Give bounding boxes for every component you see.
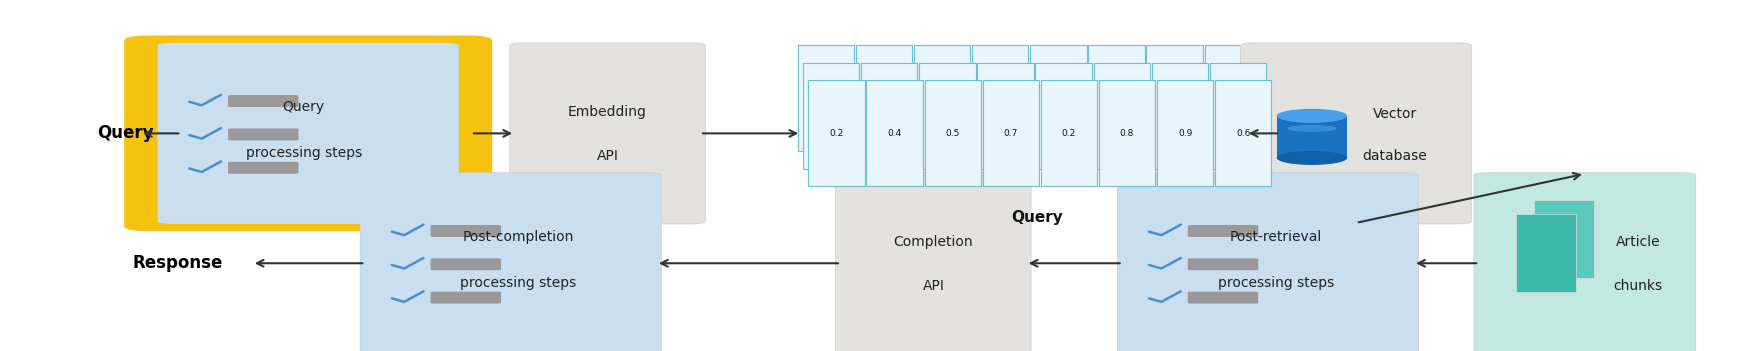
FancyBboxPatch shape <box>227 162 298 174</box>
FancyBboxPatch shape <box>977 63 1034 169</box>
Text: 0.8: 0.8 <box>1120 129 1134 138</box>
Text: Embedding: Embedding <box>569 105 646 119</box>
FancyBboxPatch shape <box>1187 292 1257 304</box>
FancyBboxPatch shape <box>1035 63 1092 169</box>
Text: 0.9: 0.9 <box>1178 129 1192 138</box>
Polygon shape <box>1277 116 1347 158</box>
FancyBboxPatch shape <box>861 63 917 169</box>
FancyBboxPatch shape <box>1242 43 1472 224</box>
Text: 0.4: 0.4 <box>824 111 838 120</box>
Text: API: API <box>597 149 618 163</box>
FancyBboxPatch shape <box>158 43 458 224</box>
Text: 0.1: 0.1 <box>1226 94 1240 103</box>
Text: 0.4: 0.4 <box>888 129 902 138</box>
FancyBboxPatch shape <box>1516 214 1576 292</box>
FancyBboxPatch shape <box>866 80 923 186</box>
Text: 0.1: 0.1 <box>1115 111 1129 120</box>
Text: 0.6: 0.6 <box>1236 129 1250 138</box>
Text: Post-retrieval: Post-retrieval <box>1229 230 1323 244</box>
FancyBboxPatch shape <box>1088 45 1145 151</box>
Text: 0.5: 0.5 <box>935 94 949 103</box>
Text: 0.1: 0.1 <box>819 94 833 103</box>
FancyBboxPatch shape <box>1205 45 1261 151</box>
FancyBboxPatch shape <box>1534 200 1594 278</box>
FancyBboxPatch shape <box>1157 80 1213 186</box>
FancyBboxPatch shape <box>925 80 981 186</box>
Text: API: API <box>923 279 944 293</box>
FancyBboxPatch shape <box>227 128 298 140</box>
Text: Query: Query <box>284 100 324 114</box>
Text: Query: Query <box>97 124 153 143</box>
Ellipse shape <box>1287 125 1337 132</box>
Text: Query: Query <box>1011 210 1064 225</box>
FancyBboxPatch shape <box>123 35 491 231</box>
FancyBboxPatch shape <box>914 45 970 151</box>
FancyBboxPatch shape <box>430 225 500 237</box>
FancyBboxPatch shape <box>1116 173 1418 351</box>
FancyBboxPatch shape <box>1210 63 1266 169</box>
FancyBboxPatch shape <box>430 258 500 270</box>
Text: 0.5: 0.5 <box>946 129 960 138</box>
Ellipse shape <box>1277 151 1347 165</box>
FancyBboxPatch shape <box>1187 225 1257 237</box>
FancyBboxPatch shape <box>359 173 660 351</box>
FancyBboxPatch shape <box>1030 45 1087 151</box>
Text: Response: Response <box>132 254 222 272</box>
Text: processing steps: processing steps <box>1217 276 1335 290</box>
FancyBboxPatch shape <box>836 173 1032 351</box>
Text: Completion: Completion <box>893 235 974 249</box>
Text: 0.2: 0.2 <box>998 111 1013 120</box>
FancyBboxPatch shape <box>1099 80 1155 186</box>
FancyBboxPatch shape <box>227 95 298 107</box>
Text: Article: Article <box>1615 235 1661 249</box>
FancyBboxPatch shape <box>919 63 976 169</box>
FancyBboxPatch shape <box>856 45 912 151</box>
FancyBboxPatch shape <box>972 45 1028 151</box>
FancyBboxPatch shape <box>430 292 500 304</box>
Text: Vector: Vector <box>1372 107 1418 121</box>
Text: Post-completion: Post-completion <box>463 230 574 244</box>
Text: 0.8: 0.8 <box>877 94 891 103</box>
FancyBboxPatch shape <box>1146 45 1203 151</box>
Text: 0.6: 0.6 <box>993 94 1007 103</box>
Text: 0.2: 0.2 <box>1062 129 1076 138</box>
Text: 0.3: 0.3 <box>1109 94 1124 103</box>
FancyBboxPatch shape <box>1187 258 1257 270</box>
FancyBboxPatch shape <box>511 43 704 224</box>
FancyBboxPatch shape <box>808 80 865 186</box>
FancyBboxPatch shape <box>1474 173 1696 351</box>
Text: processing steps: processing steps <box>245 146 363 160</box>
Text: processing steps: processing steps <box>460 276 578 290</box>
Text: 0.2: 0.2 <box>1051 94 1065 103</box>
Text: 0.2: 0.2 <box>829 129 844 138</box>
Text: 0.3: 0.3 <box>1173 111 1187 120</box>
FancyBboxPatch shape <box>1041 80 1097 186</box>
Text: 0.2: 0.2 <box>882 111 896 120</box>
FancyBboxPatch shape <box>1152 63 1208 169</box>
FancyBboxPatch shape <box>803 63 859 169</box>
Text: chunks: chunks <box>1613 279 1662 293</box>
Ellipse shape <box>1277 109 1347 123</box>
Text: 0.2: 0.2 <box>1231 111 1245 120</box>
Text: 0.7: 0.7 <box>1004 129 1018 138</box>
FancyBboxPatch shape <box>983 80 1039 186</box>
Text: 0.7: 0.7 <box>940 111 954 120</box>
Text: 0.4: 0.4 <box>1168 94 1182 103</box>
FancyBboxPatch shape <box>798 45 854 151</box>
Text: 0.9: 0.9 <box>1057 111 1071 120</box>
FancyBboxPatch shape <box>1215 80 1271 186</box>
Text: database: database <box>1363 149 1426 163</box>
FancyBboxPatch shape <box>1094 63 1150 169</box>
